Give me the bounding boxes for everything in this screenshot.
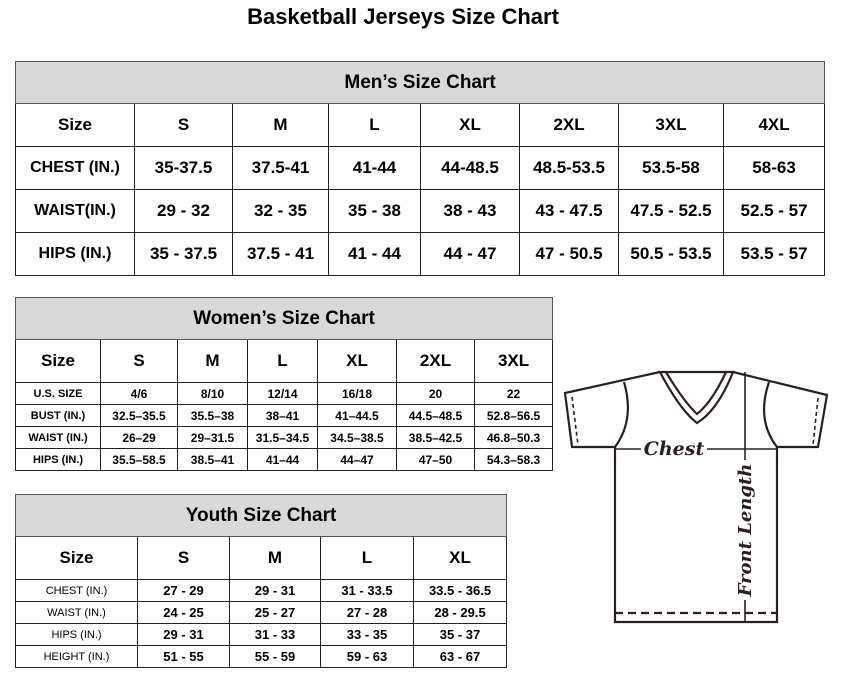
measurement-cell: 52.8–56.5 bbox=[473, 404, 554, 427]
front-length-label: Front Length bbox=[735, 464, 756, 598]
measurement-cell: 37.5 - 41 bbox=[232, 232, 329, 276]
womens-size-table: Women’s Size Chart Size S M L XL 2XL 3XL U.S. S… bbox=[14, 297, 554, 471]
row-label: HEIGHT (IN.) bbox=[15, 645, 138, 668]
measurement-cell: 27 - 29 bbox=[137, 579, 230, 602]
youth-size-table: Youth Size Chart Size S M L XL CHEST (IN.) 27 … bbox=[14, 494, 508, 668]
measurement-cell: 28 - 29.5 bbox=[412, 601, 508, 624]
measurement-cell: 53.5 - 57 bbox=[722, 232, 826, 276]
size-header-cell: L bbox=[328, 103, 421, 147]
row-label: WAIST(IN.) bbox=[15, 189, 135, 233]
measurement-cell: 31.5–34.5 bbox=[247, 426, 318, 449]
measurement-cell: 54.3–58.3 bbox=[473, 448, 554, 471]
size-column-header: Size bbox=[15, 339, 101, 383]
measurement-cell: 38.5–42.5 bbox=[396, 426, 475, 449]
size-header-cell: S bbox=[134, 103, 233, 147]
measurement-cell: 35.5–38 bbox=[177, 404, 248, 427]
measurement-cell: 32 - 35 bbox=[232, 189, 329, 233]
size-header-cell: M bbox=[229, 536, 321, 580]
row-label: HIPS (IN.) bbox=[15, 232, 135, 276]
row-label: CHEST (IN.) bbox=[15, 146, 135, 190]
measurement-cell: 38 - 43 bbox=[420, 189, 520, 233]
table-row: HIPS (IN.) 35 - 37.5 37.5 - 41 41 - 44 44 - … bbox=[15, 232, 826, 276]
size-header-cell: M bbox=[232, 103, 329, 147]
size-header-cell: 2XL bbox=[519, 103, 619, 147]
measurement-cell: 41-44 bbox=[328, 146, 421, 190]
measurement-cell: 47–50 bbox=[396, 448, 475, 471]
measurement-cell: 38.5–41 bbox=[177, 448, 248, 471]
measurement-cell: 48.5-53.5 bbox=[519, 146, 619, 190]
youth-table-title: Youth Size Chart bbox=[14, 494, 508, 537]
size-header-row: Size S M L XL 2XL 3XL bbox=[15, 339, 554, 383]
measurement-cell: 31 - 33 bbox=[229, 623, 321, 646]
measurement-cell: 55 - 59 bbox=[229, 645, 321, 668]
measurement-cell: 29 - 31 bbox=[137, 623, 230, 646]
table-row: WAIST (IN.) 24 - 25 25 - 27 27 - 28 28 - 29.… bbox=[15, 601, 508, 624]
mens-table-title: Men’s Size Chart bbox=[14, 61, 826, 104]
measurement-cell: 35 - 38 bbox=[328, 189, 421, 233]
table-row: CHEST (IN.) 27 - 29 29 - 31 31 - 33.5 33.5 -… bbox=[15, 579, 508, 602]
size-column-header: Size bbox=[15, 536, 138, 580]
row-label: HIPS (IN.) bbox=[15, 448, 101, 471]
measurement-cell: 25 - 27 bbox=[229, 601, 321, 624]
measurement-cell: 43 - 47.5 bbox=[519, 189, 619, 233]
chest-label: Chest bbox=[644, 438, 705, 460]
table-row: WAIST(IN.) 29 - 32 32 - 35 35 - 38 38 - 43 43… bbox=[15, 189, 826, 233]
size-header-cell: 2XL bbox=[396, 339, 475, 383]
size-header-row: Size S M L XL 2XL 3XL 4XL bbox=[15, 103, 826, 147]
size-header-row: Size S M L XL bbox=[15, 536, 508, 580]
measurement-cell: 35 - 37.5 bbox=[134, 232, 233, 276]
measurement-cell: 58-63 bbox=[722, 146, 826, 190]
measurement-cell: 33.5 - 36.5 bbox=[412, 579, 508, 602]
measurement-cell: 59 - 63 bbox=[320, 645, 414, 668]
measurement-cell: 47 - 50.5 bbox=[519, 232, 619, 276]
measurement-cell: 44-48.5 bbox=[420, 146, 520, 190]
size-header-cell: S bbox=[137, 536, 230, 580]
measurement-cell: 38–41 bbox=[247, 404, 318, 427]
page-title: Basketball Jerseys Size Chart bbox=[247, 4, 559, 29]
measurement-cell: 46.8–50.3 bbox=[473, 426, 554, 449]
table-row: U.S. SIZE 4/6 8/10 12/14 16/18 20 22 bbox=[15, 382, 554, 405]
measurement-cell: 51 - 55 bbox=[137, 645, 230, 668]
size-header-cell: 3XL bbox=[618, 103, 724, 147]
table-row: HEIGHT (IN.) 51 - 55 55 - 59 59 - 63 63 - 67 bbox=[15, 645, 508, 668]
size-header-cell: L bbox=[320, 536, 414, 580]
table-row: CHEST (IN.) 35-37.5 37.5-41 41-44 44-48.5 48.… bbox=[15, 146, 826, 190]
table-row: HIPS (IN.) 35.5–58.5 38.5–41 41–44 44–47 47–5… bbox=[15, 448, 554, 471]
row-label: BUST (IN.) bbox=[15, 404, 101, 427]
tshirt-icon bbox=[563, 370, 829, 624]
measurement-cell: 33 - 35 bbox=[320, 623, 414, 646]
measurement-cell: 24 - 25 bbox=[137, 601, 230, 624]
measurement-cell: 52.5 - 57 bbox=[722, 189, 826, 233]
measurement-cell: 34.5–38.5 bbox=[317, 426, 397, 449]
measurement-cell: 26–29 bbox=[100, 426, 178, 449]
table-row: WAIST (IN.) 26–29 29–31.5 31.5–34.5 34.5–38.… bbox=[15, 426, 554, 449]
measurement-cell: 63 - 67 bbox=[412, 645, 508, 668]
size-header-cell: XL bbox=[412, 536, 508, 580]
size-header-cell: L bbox=[247, 339, 318, 383]
table-row: BUST (IN.) 32.5–35.5 35.5–38 38–41 41–44.5 44… bbox=[15, 404, 554, 427]
size-header-cell: XL bbox=[420, 103, 520, 147]
measurement-cell: 41 - 44 bbox=[328, 232, 421, 276]
measurement-cell: 29–31.5 bbox=[177, 426, 248, 449]
mens-size-table: Men’s Size Chart Size S M L XL 2XL 3XL 4XL CHEST… bbox=[14, 61, 826, 276]
measurement-cell: 53.5-58 bbox=[618, 146, 724, 190]
measurement-cell: 44.5–48.5 bbox=[396, 404, 475, 427]
measurement-cell: 41–44 bbox=[247, 448, 318, 471]
